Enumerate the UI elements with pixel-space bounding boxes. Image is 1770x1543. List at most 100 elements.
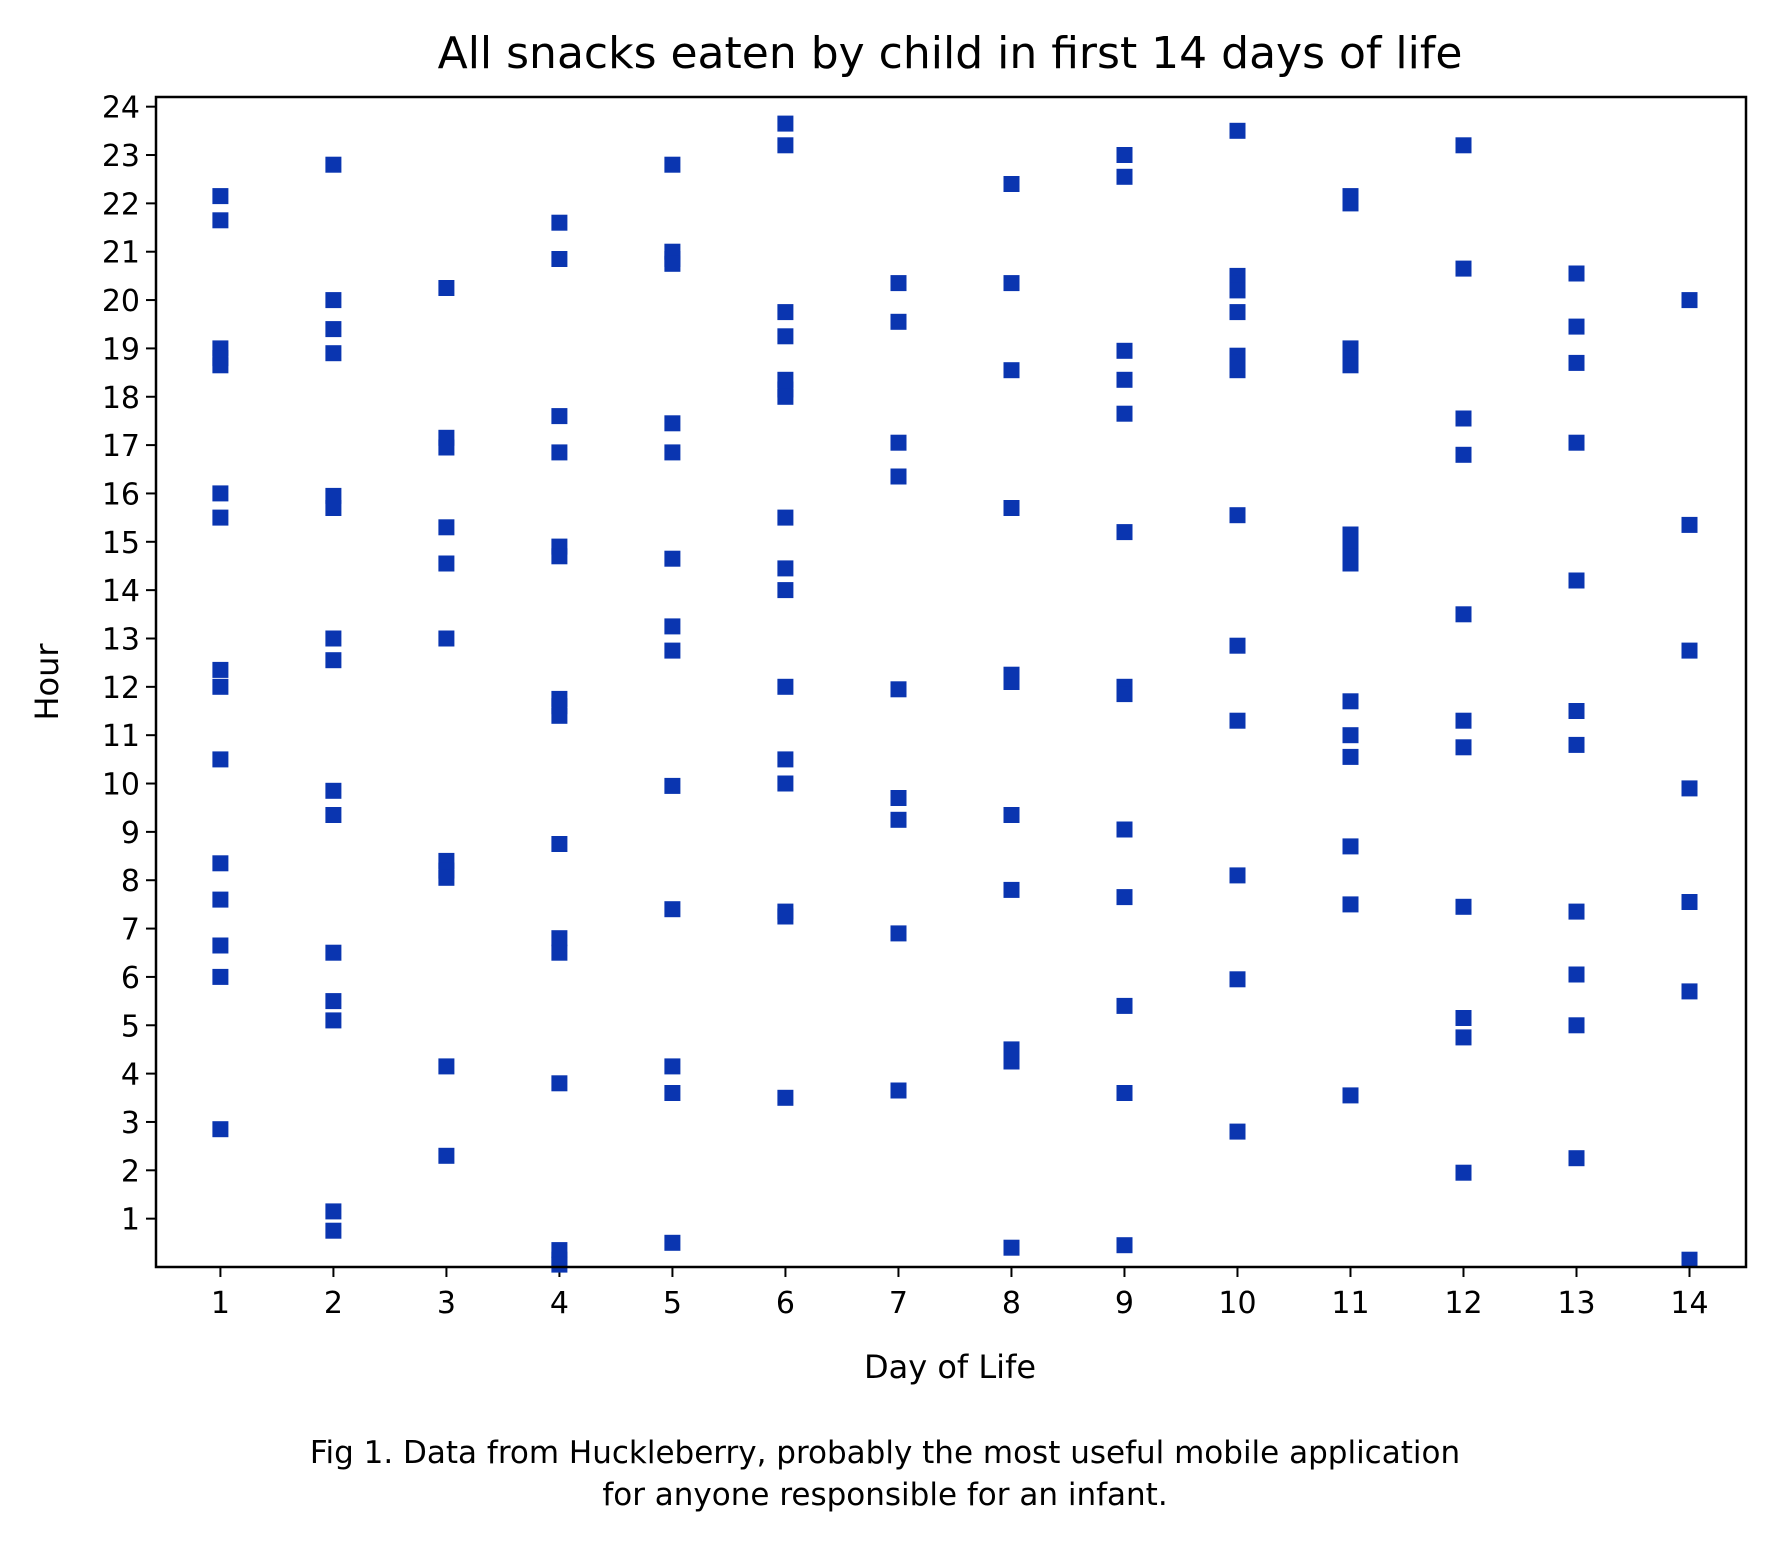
data-point: [325, 944, 342, 961]
data-point: [1342, 195, 1359, 212]
data-point: [438, 280, 455, 296]
data-point: [1342, 896, 1359, 913]
figure-caption-line-1: Fig 1. Data from Huckleberry, probably t…: [309, 1435, 1461, 1471]
data-point: [890, 681, 907, 698]
data-point: [1003, 362, 1020, 379]
data-point: [212, 937, 229, 954]
data-point: [438, 555, 455, 572]
data-point: [1681, 894, 1698, 910]
data-point: [1342, 727, 1359, 744]
data-point: [1116, 524, 1133, 541]
data-point: [777, 582, 794, 599]
data-point: [664, 550, 681, 567]
data-point: [1681, 642, 1698, 659]
chart-title: All snacks eaten by child in first 14 da…: [438, 28, 1463, 79]
data-point: [777, 115, 794, 132]
data-point: [325, 993, 342, 1010]
data-point: [1342, 357, 1359, 374]
data-point: [664, 642, 681, 659]
data-point: [1455, 739, 1472, 756]
y-tick-label: 9: [121, 816, 140, 851]
y-tick-label: 11: [102, 719, 140, 754]
data-point: [777, 509, 794, 526]
data-point: [325, 630, 342, 647]
x-tick-label: 10: [1218, 1286, 1256, 1321]
data-point: [1116, 1237, 1133, 1254]
x-tick-label: 1: [211, 1286, 230, 1321]
data-point: [1003, 881, 1020, 898]
y-tick-label: 12: [102, 671, 140, 706]
y-tick-label: 4: [121, 1058, 140, 1093]
x-axis-label: Day of Life: [864, 1348, 1036, 1386]
data-point: [438, 630, 455, 647]
data-point: [325, 782, 342, 799]
data-point: [1568, 703, 1585, 719]
data-point: [777, 304, 794, 321]
x-tick-label: 4: [550, 1286, 569, 1321]
data-point: [1229, 122, 1246, 139]
data-point: [325, 1012, 342, 1029]
data-point: [1116, 889, 1133, 906]
data-point: [1342, 1087, 1359, 1104]
data-point: [1568, 966, 1585, 983]
data-point: [438, 439, 455, 456]
data-point: [325, 156, 342, 173]
data-point: [1342, 526, 1359, 543]
data-point: [1229, 304, 1246, 321]
data-point: [777, 328, 794, 345]
data-point: [664, 1234, 681, 1251]
data-point: [1229, 1123, 1246, 1140]
data-point: [777, 560, 794, 577]
data-point: [1455, 606, 1472, 623]
data-point: [1455, 712, 1472, 729]
y-tick-label: 17: [102, 429, 140, 464]
data-point: [212, 751, 229, 768]
data-point: [1455, 446, 1472, 463]
data-point: [777, 1089, 794, 1106]
data-point: [890, 468, 907, 485]
data-point: [1342, 748, 1359, 765]
data-point: [551, 1075, 568, 1092]
data-point: [325, 345, 342, 362]
data-point: [1003, 1041, 1020, 1058]
data-point: [551, 408, 568, 425]
x-tick-label: 6: [776, 1286, 795, 1321]
x-tick-label: 9: [1115, 1286, 1134, 1321]
data-point: [438, 869, 455, 886]
data-point: [212, 485, 229, 502]
data-point: [325, 500, 342, 516]
data-point: [325, 1222, 342, 1239]
data-point: [551, 944, 568, 961]
data-point: [1116, 686, 1133, 703]
y-tick-label: 10: [102, 768, 140, 803]
y-tick-label: 14: [102, 574, 140, 609]
data-point: [1455, 260, 1472, 277]
data-point: [777, 751, 794, 768]
y-tick-label: 7: [121, 913, 140, 948]
data-point: [212, 188, 229, 205]
data-point: [212, 357, 229, 374]
data-point: [212, 509, 229, 526]
data-point: [1229, 971, 1246, 988]
y-tick-label: 21: [102, 236, 140, 271]
data-point: [1116, 147, 1133, 163]
x-tick-label: 2: [324, 1286, 343, 1321]
data-point: [1342, 693, 1359, 710]
data-point: [325, 652, 342, 669]
data-point: [664, 1058, 681, 1075]
data-point: [1229, 282, 1246, 299]
data-point: [1681, 292, 1698, 309]
data-point: [212, 968, 229, 985]
data-point: [1003, 176, 1020, 192]
data-point: [777, 137, 794, 154]
data-point: [551, 1256, 568, 1273]
data-point: [1568, 903, 1585, 920]
data-point: [1568, 265, 1585, 282]
data-point: [1116, 405, 1133, 422]
data-point: [1342, 555, 1359, 572]
data-point: [777, 775, 794, 792]
data-point: [1116, 821, 1133, 838]
data-point: [1681, 983, 1698, 1000]
data-point: [777, 678, 794, 695]
data-point: [890, 275, 907, 292]
